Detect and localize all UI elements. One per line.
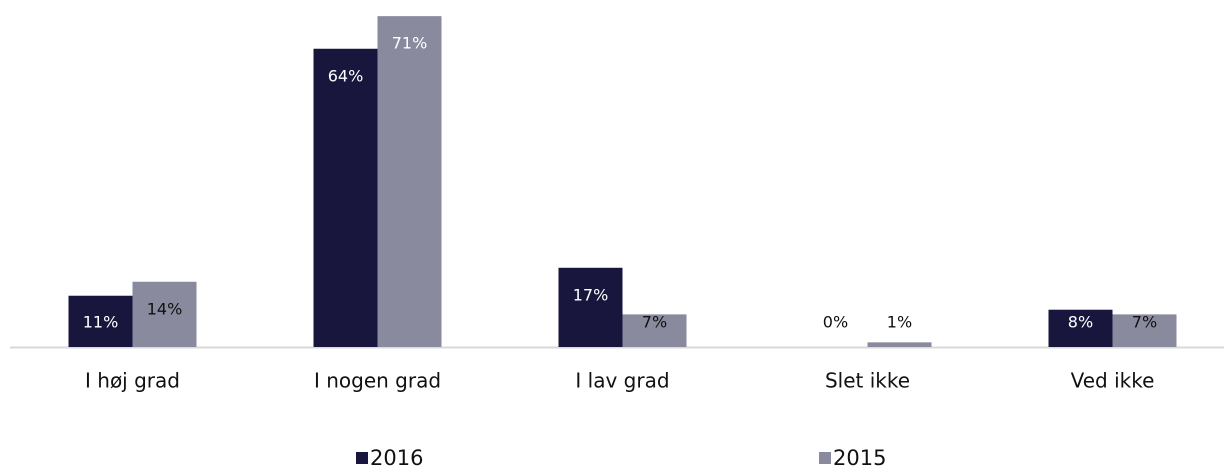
bar <box>313 48 378 347</box>
data-label: 8% <box>1068 313 1093 332</box>
x-tick-label: I nogen grad <box>314 369 441 393</box>
bar <box>1048 309 1113 347</box>
data-label: 7% <box>1132 313 1157 332</box>
bar <box>377 16 442 347</box>
bar <box>558 267 623 347</box>
legend-swatch <box>819 452 831 464</box>
bar <box>1112 314 1177 347</box>
bar <box>132 281 197 347</box>
data-label: 1% <box>887 313 912 332</box>
x-tick-label: I høj grad <box>85 369 180 393</box>
x-tick-label: Ved ikke <box>1071 369 1155 393</box>
data-label: 0% <box>823 313 848 332</box>
legend-swatch <box>356 452 368 464</box>
data-label: 11% <box>83 313 119 332</box>
legend-label: 2016 <box>370 446 423 466</box>
x-tick-label: Slet ikke <box>825 369 910 393</box>
data-label: 17% <box>573 285 609 304</box>
data-label: 14% <box>147 299 183 318</box>
data-label: 64% <box>328 66 364 85</box>
bar <box>68 295 133 347</box>
bar <box>622 314 687 347</box>
data-label: 7% <box>642 313 667 332</box>
data-label: 71% <box>392 34 428 53</box>
x-tick-label: I lav grad <box>575 369 669 393</box>
legend-label: 2015 <box>833 446 886 466</box>
bar <box>867 342 932 347</box>
